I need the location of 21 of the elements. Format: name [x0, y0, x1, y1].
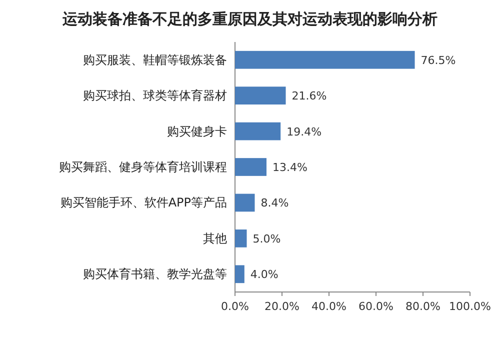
data-label: 19.4%: [286, 125, 322, 138]
x-tick-label: 0.0%: [221, 300, 249, 313]
x-tick-label: 80.0%: [406, 300, 440, 313]
data-label: 76.5%: [420, 54, 456, 67]
x-tick-label: 40.0%: [312, 300, 346, 313]
y-tick-label: 购买球拍、球类等体育器材: [83, 88, 227, 103]
y-tick-label: 购买服装、鞋帽等锻炼装备: [83, 52, 227, 67]
y-tick-label: 购买智能手环、软件APP等产品: [60, 196, 227, 210]
x-tick-label: 20.0%: [264, 300, 300, 313]
y-tick-label: 购买舞蹈、健身等体育培训课程: [59, 160, 227, 174]
y-tick-label: 购买健身卡: [167, 124, 227, 138]
chart-title: 运动装备准备不足的多重原因及其对运动表现的影响分析: [62, 10, 438, 28]
y-tick-label: 其他: [203, 231, 227, 246]
data-label: 13.4%: [272, 161, 308, 174]
data-label: 8.4%: [260, 196, 289, 210]
data-label: 5.0%: [252, 232, 281, 246]
x-tick-label: 60.0%: [358, 300, 394, 313]
data-label: 4.0%: [250, 268, 278, 282]
y-tick-label: 购买体育书籍、教学光盘等: [83, 267, 227, 282]
x-tick-label: 100.0%: [449, 300, 491, 313]
data-label: 21.6%: [292, 90, 327, 103]
